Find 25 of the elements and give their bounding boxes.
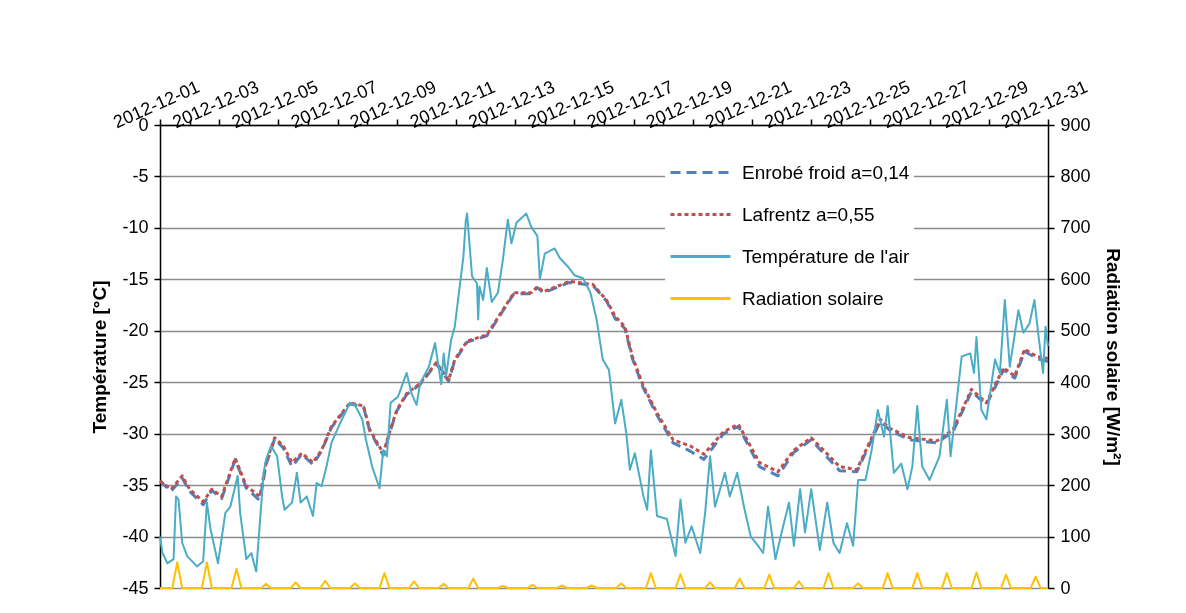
y-tick-label: -25 bbox=[122, 371, 149, 392]
legend-label: Lafrentz a=0,55 bbox=[742, 203, 875, 225]
legend-label: Radiation solaire bbox=[742, 287, 884, 309]
legend-label: Température de l'air bbox=[742, 245, 910, 267]
y2-tick-label: 300 bbox=[1060, 423, 1091, 444]
y2-tick-label: 700 bbox=[1060, 217, 1091, 238]
y2-tick-label: 200 bbox=[1060, 474, 1091, 495]
y2-tick-label: 600 bbox=[1060, 268, 1091, 289]
y2-tick-label: 500 bbox=[1060, 320, 1091, 341]
y2-tick-label: 800 bbox=[1060, 165, 1091, 186]
y-tick-label: -5 bbox=[132, 165, 149, 186]
y-tick-label: -35 bbox=[122, 474, 149, 495]
line-series bbox=[159, 561, 1049, 589]
legend-label: Enrobé froid a=0,14 bbox=[742, 161, 910, 183]
y-tick-label: -10 bbox=[122, 217, 149, 238]
y-tick-label: -20 bbox=[122, 320, 149, 341]
y-tick-label: -45 bbox=[122, 577, 149, 598]
y2-tick-label: 100 bbox=[1060, 526, 1091, 547]
y-tick-label: -40 bbox=[122, 526, 149, 547]
y2-tick-label: 0 bbox=[1060, 577, 1071, 598]
y-axis-title: Température [°C] bbox=[89, 280, 111, 434]
y2-tick-label: 400 bbox=[1060, 371, 1091, 392]
y-tick-label: -30 bbox=[122, 423, 149, 444]
y-tick-label: -15 bbox=[122, 268, 149, 289]
y2-axis-title: Radiation solaire [W/m²] bbox=[1102, 248, 1124, 466]
